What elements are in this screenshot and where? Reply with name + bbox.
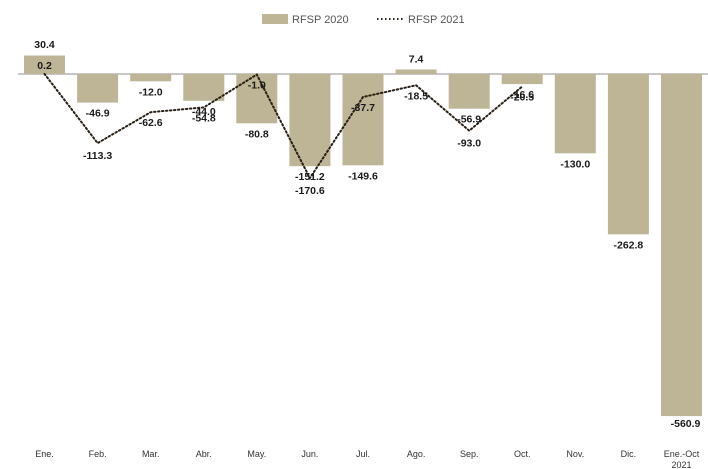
line-data-labels: 0.2 -113.3 -62.6 -54.8 -1.0 -170.6 -37.7 -18.5 -… (37, 60, 534, 197)
bar-rfsp-2020 (501, 74, 543, 85)
bar-rfsp-2020 (289, 74, 331, 167)
bar-data-label: -44.0 (192, 106, 216, 118)
line-data-label: 0.2 (37, 60, 52, 72)
bar-data-label: -56.9 (457, 114, 481, 126)
line-data-label: -93.0 (457, 138, 481, 150)
bar-data-label: -151.2 (295, 171, 325, 183)
line-data-label: -62.6 (139, 117, 163, 129)
line-data-label: -54.8 (192, 112, 216, 124)
line-rfsp-2021-layer (43, 72, 524, 181)
bar-data-label: -46.9 (86, 108, 110, 120)
x-tick-label: Feb. (89, 449, 107, 459)
x-tick-label: Ene.-Oct 2021 (664, 449, 700, 469)
bar-data-label: -149.6 (348, 170, 378, 182)
legend-label-rfsp-2021: RFSP 2021 (408, 14, 465, 26)
bar-data-label: -80.8 (245, 128, 269, 140)
bar-rfsp-2020 (661, 74, 702, 417)
bar-rfsp-2020 (77, 74, 119, 103)
x-tick-label: Abr. (196, 449, 212, 459)
x-tick-label: Sep. (460, 449, 479, 459)
bar-rfsp-2020 (183, 74, 225, 101)
bar-data-labels: 30.4 -46.9 -12.0 -44.0 -80.8 -151.2 -149.6 7.4 -… (34, 39, 700, 430)
line-rfsp-2021 (43, 72, 524, 181)
line-data-label: -113.3 (83, 150, 112, 162)
bar-data-label: -12.0 (139, 86, 163, 98)
bar-rfsp-2020 (607, 74, 649, 235)
bar-data-label: 30.4 (34, 39, 55, 51)
x-tick-label: Oct. (514, 449, 531, 459)
bar-data-label: -16.6 (510, 89, 534, 101)
line-data-label: -18.5 (404, 90, 428, 102)
bar-rfsp-2020 (130, 74, 172, 82)
bar-data-label: 7.4 (409, 54, 424, 66)
line-data-label: -1.0 (248, 80, 266, 92)
line-data-label: -37.7 (351, 102, 375, 114)
chart-legend: RFSP 2020 RFSP 2021 (262, 14, 465, 26)
x-axis-tick-labels: Ene. Feb. Mar. Abr. May. Jun. Jul. Ago. Sep. Oct.… (35, 449, 700, 469)
x-tick-label: May. (247, 449, 266, 459)
bar-data-label: -130.0 (560, 158, 590, 170)
line-data-label: -170.6 (295, 185, 325, 197)
x-tick-label: Dic. (621, 449, 637, 459)
x-tick-label: Mar. (142, 449, 160, 459)
x-tick-label: Nov. (566, 449, 584, 459)
legend-label-rfsp-2020: RFSP 2020 (292, 14, 349, 26)
bar-rfsp-2020 (24, 55, 65, 74)
bar-rfsp-2020 (395, 69, 437, 74)
line-data-label: -20.5 (510, 92, 534, 104)
bar-data-label: -262.8 (614, 239, 644, 251)
bar-data-label: -560.9 (671, 418, 701, 430)
x-tick-label: Jun. (301, 449, 318, 459)
bar-rfsp-2020 (554, 74, 596, 154)
x-tick-label: Ene. (35, 449, 54, 459)
x-tick-label: Ago. (407, 449, 426, 459)
x-tick-label: Jul. (356, 449, 370, 459)
bar-rfsp-2020 (342, 74, 384, 166)
bar-rfsp-2020 (448, 74, 490, 109)
legend-swatch-rfsp-2020 (262, 14, 288, 24)
